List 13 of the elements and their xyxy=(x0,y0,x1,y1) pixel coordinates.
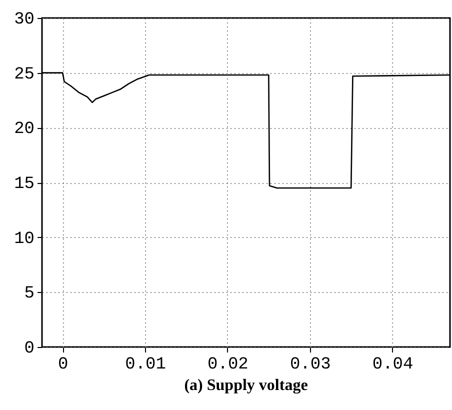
y-tick-label: 30 xyxy=(14,10,34,30)
x-tick-label: 0.03 xyxy=(290,356,331,374)
x-tick-label: 0 xyxy=(58,356,68,374)
y-tick-label: 20 xyxy=(14,120,34,140)
y-tick-label: 10 xyxy=(14,230,34,249)
text: (a) Supply voltage xyxy=(184,377,308,394)
y-tick-label: 0 xyxy=(24,340,34,358)
y-tick-label: 15 xyxy=(14,175,34,194)
x-tick-label: 0.04 xyxy=(372,356,414,374)
y-tick-label: 25 xyxy=(14,65,34,84)
y-tick-label: 5 xyxy=(24,284,34,304)
x-tick-label: 0.01 xyxy=(125,356,166,374)
x-tick-label: 0.02 xyxy=(208,356,248,374)
